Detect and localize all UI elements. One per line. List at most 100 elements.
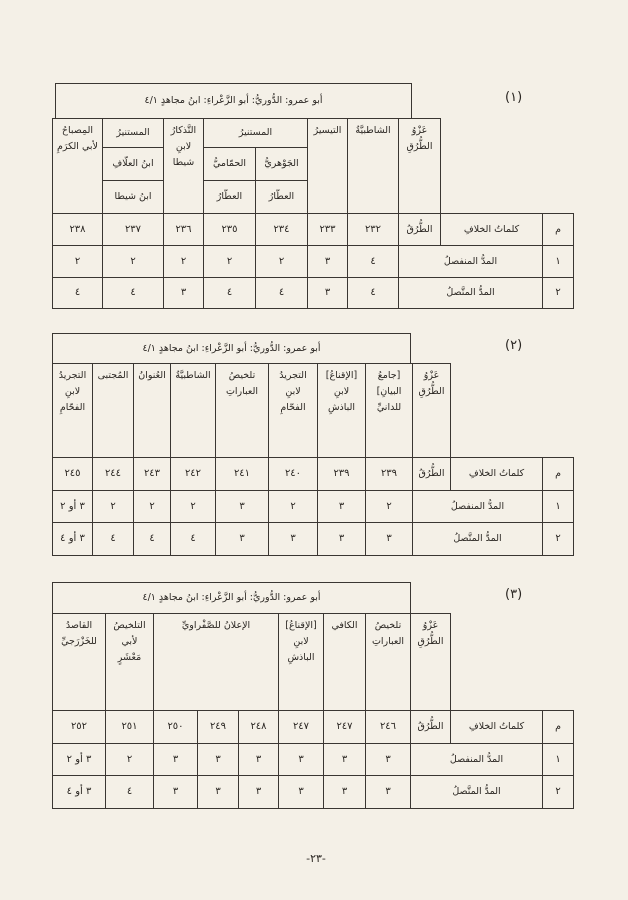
row-index: ٢ (542, 522, 574, 556)
table-cell: ٣ (307, 245, 348, 278)
source-number: ٢٤٣ (133, 457, 171, 491)
table-cell: ٢ (163, 245, 204, 278)
words-header: كلماتُ الخلافِ (450, 457, 543, 491)
table-cell: ٣ (197, 743, 239, 776)
table-cell: ٣ (153, 743, 198, 776)
column-header: المستنيرُ (203, 118, 308, 148)
source-number: ٢٤٤ (92, 457, 134, 491)
turuq-header: الطُّرُقُ (412, 457, 451, 491)
table-cell: ٣ (323, 743, 366, 776)
table-label: (٣) (505, 587, 523, 602)
source-number: ٢٥٠ (153, 710, 198, 744)
column-header: الشاطبيَّةُ (170, 363, 216, 458)
source-number: ٢٣٧ (102, 213, 164, 246)
table-cell: ٣ (268, 522, 318, 556)
source-number: ٢٤٠ (268, 457, 318, 491)
table-cell: ٣ أو ٤ (52, 522, 93, 556)
table-cell: ٢ (105, 743, 154, 776)
column-header: التلخيصُ لأبي مَعْشَرٍ (105, 613, 154, 711)
column-header: ابنُ شيطا (102, 180, 164, 214)
row-word: المدُّ المنفصلُ (412, 490, 543, 523)
table-cell: ٢ (92, 490, 134, 523)
column-header: [الإقناعُ] لابنِ الباذشِ (278, 613, 324, 711)
row-index: ٢ (542, 775, 574, 809)
row-word: المدُّ المتَّصلُ (398, 277, 543, 309)
words-header: كلماتُ الخلافِ (450, 710, 543, 744)
source-number: ٢٥١ (105, 710, 154, 744)
table-cell: ٣ (317, 490, 366, 523)
column-header: تلخيصُ العباراتِ (215, 363, 269, 458)
column-header: العطّارُ (203, 180, 256, 214)
source-number: ٢٤١ (215, 457, 269, 491)
table-cell: ٤ (105, 775, 154, 809)
column-header: التيسيرُ (307, 118, 348, 214)
table-cell: ٤ (92, 522, 134, 556)
table-cell: ٣ (197, 775, 239, 809)
table-cell: ٤ (347, 277, 399, 309)
column-header: الجَوْهريُّ (255, 147, 308, 181)
source-number: ٢٤٧ (323, 710, 366, 744)
source-number: ٢٣٩ (317, 457, 366, 491)
table-cell: ٢ (52, 245, 103, 278)
source-number: ٢٣٥ (203, 213, 256, 246)
column-header: التجريدُ لابنِ الفحّامِ (52, 363, 93, 458)
source-number: ٢٤٦ (365, 710, 411, 744)
column-header: العُنوانُ (133, 363, 171, 458)
column-header: عَزْوُ الطُّرُقِ (398, 118, 441, 214)
column-header: عَزْوُ الطُّرُقِ (412, 363, 451, 458)
source-number: ٢٤٩ (197, 710, 239, 744)
column-header: المستنيرُ (102, 118, 164, 148)
table-title: أبو عمرو: الدُّوريُّ: أبو الزَّعْراءِ: ا… (55, 83, 412, 119)
table-cell: ٤ (102, 277, 164, 309)
row-word: المدُّ المتَّصلُ (410, 775, 543, 809)
table-cell: ٢ (102, 245, 164, 278)
column-header: التَّذكارُ لابنِ شيطا (163, 118, 204, 214)
row-index: ١ (542, 743, 574, 776)
words-header: كلماتُ الخلافِ (440, 213, 543, 246)
source-number: ٢٤٧ (278, 710, 324, 744)
source-number: ٢٣٢ (347, 213, 399, 246)
m-header: م (542, 710, 574, 744)
source-number: ٢٣٩ (365, 457, 413, 491)
column-header: تلخيصُ العباراتِ (365, 613, 411, 711)
table-cell: ٣ (278, 775, 324, 809)
m-header: م (542, 457, 574, 491)
table-cell: ٤ (170, 522, 216, 556)
table-cell: ٢ (170, 490, 216, 523)
row-word: المدُّ المتَّصلُ (412, 522, 543, 556)
table-cell: ٣ (215, 490, 269, 523)
table-cell: ٣ (365, 522, 413, 556)
table-cell: ٣ أو ٢ (52, 743, 106, 776)
column-header: القاصدُ للخَزْرَجيِّ (52, 613, 106, 711)
column-header: الكافي (323, 613, 366, 711)
turuq-header: الطُّرُقُ (398, 213, 441, 246)
table-cell: ٢ (203, 245, 256, 278)
table-cell: ٣ (215, 522, 269, 556)
table-title: أبو عمرو: الدُّوريُّ: أبو الزَّعْراءِ: ا… (52, 582, 411, 614)
row-index: ١ (542, 490, 574, 523)
table-cell: ٣ (307, 277, 348, 309)
row-word: المدُّ المنفصلُ (410, 743, 543, 776)
column-header: المُجتبى (92, 363, 134, 458)
table-cell: ٣ (163, 277, 204, 309)
table-title: أبو عمرو: الدُّوريُّ: أبو الزَّعْراءِ: ا… (52, 333, 411, 364)
table-cell: ٣ (238, 775, 279, 809)
table-cell: ٤ (52, 277, 103, 309)
column-header: الشاطبيَّةُ (347, 118, 399, 214)
table-cell: ٢ (133, 490, 171, 523)
column-header: العطّارُ (255, 180, 308, 214)
source-number: ٢٣٤ (255, 213, 308, 246)
column-header: الإعلانُ للصَّفْراويِّ (153, 613, 279, 711)
turuq-header: الطُّرُقُ (410, 710, 451, 744)
row-index: ١ (542, 245, 574, 278)
table-cell: ٣ (317, 522, 366, 556)
column-header: عَزْوُ الطُّرُقِ (410, 613, 451, 711)
table-label: (٢) (505, 338, 523, 353)
table-cell: ٢ (365, 490, 413, 523)
table-cell: ٣ (365, 775, 411, 809)
table-cell: ٤ (347, 245, 399, 278)
source-number: ٢٤٨ (238, 710, 279, 744)
source-number: ٢٣٨ (52, 213, 103, 246)
column-header: [جامعُ البيانِ] للدانيِّ (365, 363, 413, 458)
table-cell: ٣ (238, 743, 279, 776)
